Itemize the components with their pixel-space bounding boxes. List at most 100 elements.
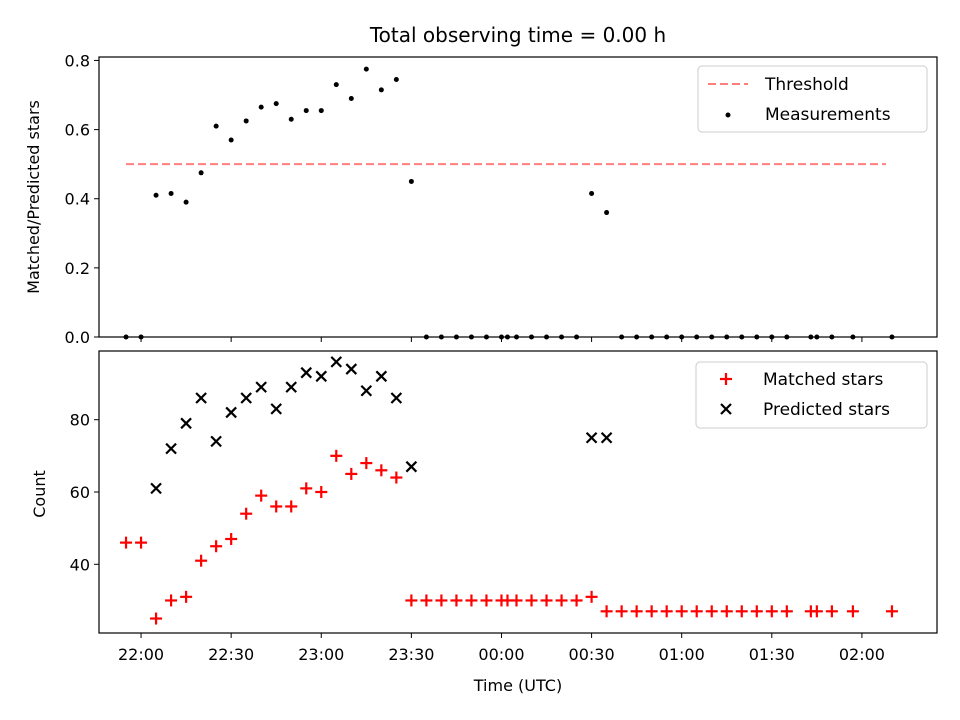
x-tick-label: 22:00 xyxy=(118,645,164,664)
predicted-star-point xyxy=(150,482,162,495)
matched-star-point xyxy=(675,605,688,618)
top-y-axis-label: Matched/Predicted stars xyxy=(24,100,43,294)
x-tick-label: 22:30 xyxy=(208,645,254,664)
top-panel: 0.00.20.40.60.8 Matched/Predicted stars … xyxy=(24,51,938,347)
top-y-tick-label: 0.4 xyxy=(65,190,90,209)
predicted-star-point xyxy=(210,435,222,448)
top-y-tick-label: 0.8 xyxy=(65,51,90,70)
matched-legend-swatch xyxy=(720,373,732,385)
x-tick-label: 00:00 xyxy=(478,645,524,664)
predicted-star-point xyxy=(585,431,598,444)
matched-star-point xyxy=(630,605,643,618)
matched-star-point xyxy=(315,486,328,498)
measurement-point xyxy=(363,66,369,72)
matched-star-point xyxy=(195,554,208,567)
matched-star-point xyxy=(435,594,448,607)
predicted-star-point xyxy=(270,403,282,415)
measurement-point xyxy=(273,101,279,107)
matched-star-point xyxy=(585,590,598,603)
matched-star-point xyxy=(765,605,778,618)
matched-star-point xyxy=(480,594,493,607)
bottom-legend-box xyxy=(695,361,928,429)
measurement-point xyxy=(168,191,174,197)
matched-star-point xyxy=(360,457,373,470)
predicted-star-point xyxy=(375,370,388,383)
threshold-legend-label: Threshold xyxy=(764,75,849,95)
matched-star-point xyxy=(225,533,238,545)
top-y-tick-label: 0.0 xyxy=(65,328,90,347)
matched-star-point xyxy=(375,464,388,477)
matched-star-point xyxy=(615,605,628,618)
matched-star-point xyxy=(210,540,223,553)
matched-star-point xyxy=(555,594,568,607)
predicted-star-point xyxy=(300,366,313,379)
predicted-star-point xyxy=(405,460,418,473)
measurement-point xyxy=(604,210,610,216)
measurement-point xyxy=(183,199,189,205)
chart-title: Total observing time = 0.00 h xyxy=(369,23,666,47)
top-y-ticks: 0.0 0.2 0.4 0.6 0.8 xyxy=(65,51,99,347)
matched-star-point xyxy=(690,605,703,618)
matched-star-point xyxy=(540,594,553,607)
matched-star-point xyxy=(120,536,133,549)
matched-star-point xyxy=(735,605,748,618)
top-y-tick-label: 0.6 xyxy=(65,121,90,140)
matched-legend-label: Matched stars xyxy=(763,370,883,390)
matched-star-point xyxy=(660,605,673,618)
matched-star-point xyxy=(150,612,163,625)
x-tick-label: 23:00 xyxy=(298,645,344,664)
measurement-point xyxy=(348,95,354,101)
matched-star-point xyxy=(345,467,358,480)
matched-star-point xyxy=(240,507,253,520)
matched-star-point xyxy=(300,482,313,495)
matched-star-point xyxy=(255,489,268,502)
matched-star-point xyxy=(165,594,178,607)
top-plot-frame xyxy=(98,56,938,338)
measurement-point xyxy=(288,116,294,122)
measurement-point xyxy=(213,123,219,129)
x-tick-label: 01:00 xyxy=(659,645,705,664)
x-tick-label: 23:30 xyxy=(388,645,434,664)
matched-star-point xyxy=(465,594,478,607)
matched-star-point xyxy=(810,605,823,618)
x-axis-label: Time (UTC) xyxy=(473,676,562,695)
matched-star-point xyxy=(285,500,298,513)
predicted-star-point xyxy=(180,417,192,430)
matched-star-point xyxy=(450,594,463,607)
matched-star-point xyxy=(645,605,658,618)
matched-star-point xyxy=(570,594,583,607)
x-tick-label: 00:30 xyxy=(569,645,615,664)
bottom-y-tick-label: 80 xyxy=(70,411,90,430)
predicted-legend-label: Predicted stars xyxy=(763,400,890,420)
matched-star-point xyxy=(525,594,538,607)
matched-star-point xyxy=(750,605,763,618)
matched-star-point xyxy=(180,590,193,603)
bottom-y-tick-label: 40 xyxy=(70,555,90,574)
x-tick-label: 02:00 xyxy=(839,645,885,664)
top-legend-box xyxy=(697,65,928,133)
matched-star-point xyxy=(720,605,733,618)
measurements-legend-swatch xyxy=(725,112,731,118)
measurement-point xyxy=(303,108,309,114)
measurement-point xyxy=(153,192,159,198)
measurements-legend-label: Measurements xyxy=(765,105,891,125)
top-legend: Threshold Measurements xyxy=(697,65,928,133)
matched-star-point xyxy=(885,605,898,618)
bottom-legend: Matched stars Predicted stars xyxy=(695,361,928,429)
matched-star-point xyxy=(330,449,343,462)
bottom-panel: 22:00 22:30 23:00 23:30 00:00 00:30 01:00 01:30… xyxy=(30,350,938,695)
predicted-star-point xyxy=(165,442,177,455)
matched-star-point xyxy=(600,605,613,618)
measurement-point xyxy=(333,82,339,88)
predicted-star-point xyxy=(330,356,343,368)
bottom-y-ticks: 40 60 80 xyxy=(70,411,99,574)
matched-star-point xyxy=(780,605,793,618)
matched-star-point xyxy=(270,500,283,513)
bottom-x-ticks: 22:00 22:30 23:00 23:30 00:00 00:30 01:00 01:30… xyxy=(118,633,885,664)
predicted-star-point xyxy=(195,392,207,404)
predicted-star-point xyxy=(315,370,328,383)
predicted-star-point xyxy=(390,392,403,404)
measurement-point xyxy=(393,76,399,82)
predicted-star-point xyxy=(345,363,358,375)
